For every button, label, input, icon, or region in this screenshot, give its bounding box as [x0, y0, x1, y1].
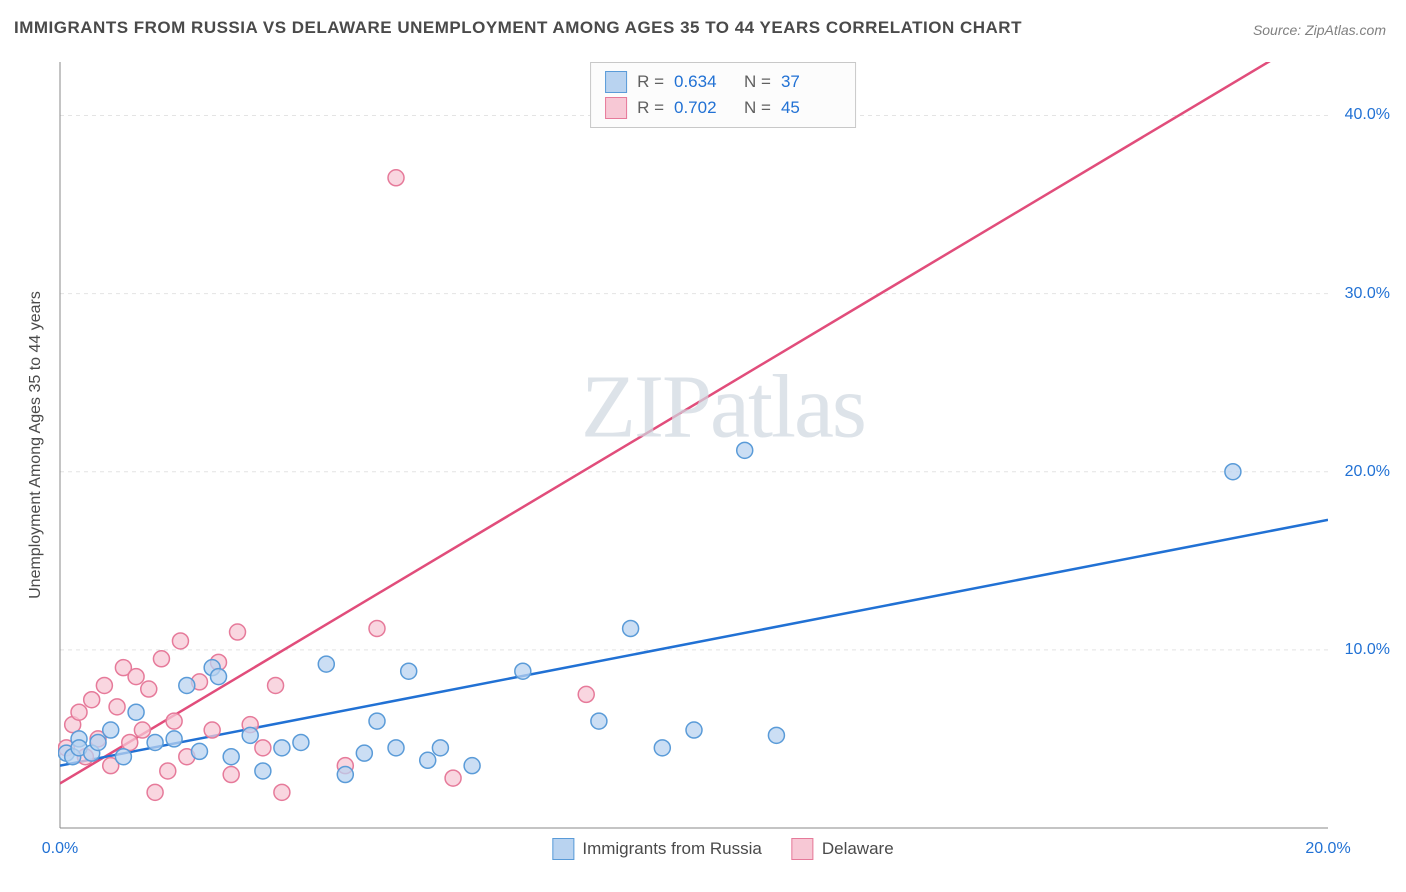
- n-label: N =: [744, 98, 771, 118]
- n-value-pink: 45: [781, 98, 841, 118]
- y-axis-label: Unemployment Among Ages 35 to 44 years: [27, 291, 45, 599]
- y-tick-label: 40.0%: [1345, 106, 1390, 124]
- legend-item-blue: Immigrants from Russia: [552, 838, 761, 860]
- scatter-svg: [58, 60, 1388, 830]
- n-value-blue: 37: [781, 72, 841, 92]
- legend-item-pink: Delaware: [792, 838, 894, 860]
- r-value-blue: 0.634: [674, 72, 734, 92]
- x-tick-label: 0.0%: [42, 840, 78, 858]
- chart-area: Unemployment Among Ages 35 to 44 years Z…: [48, 60, 1388, 830]
- correlation-legend: R = 0.634 N = 37 R = 0.702 N = 45: [590, 62, 856, 128]
- swatch-blue: [552, 838, 574, 860]
- n-label: N =: [744, 72, 771, 92]
- y-tick-label: 20.0%: [1345, 463, 1390, 481]
- source-attribution: Source: ZipAtlas.com: [1253, 22, 1386, 38]
- legend-label-blue: Immigrants from Russia: [582, 839, 761, 859]
- plot-region: ZIPatlas R = 0.634 N = 37 R = 0.702 N = …: [58, 60, 1388, 830]
- legend-row-pink: R = 0.702 N = 45: [605, 95, 841, 121]
- y-tick-label: 10.0%: [1345, 641, 1390, 659]
- r-label: R =: [637, 72, 664, 92]
- chart-title: IMMIGRANTS FROM RUSSIA VS DELAWARE UNEMP…: [14, 18, 1022, 38]
- y-tick-label: 30.0%: [1345, 285, 1390, 303]
- series-legend: Immigrants from Russia Delaware: [552, 838, 893, 860]
- swatch-blue: [605, 71, 627, 93]
- legend-label-pink: Delaware: [822, 839, 894, 859]
- r-value-pink: 0.702: [674, 98, 734, 118]
- x-tick-label: 20.0%: [1305, 840, 1350, 858]
- legend-row-blue: R = 0.634 N = 37: [605, 69, 841, 95]
- swatch-pink: [605, 97, 627, 119]
- swatch-pink: [792, 838, 814, 860]
- r-label: R =: [637, 98, 664, 118]
